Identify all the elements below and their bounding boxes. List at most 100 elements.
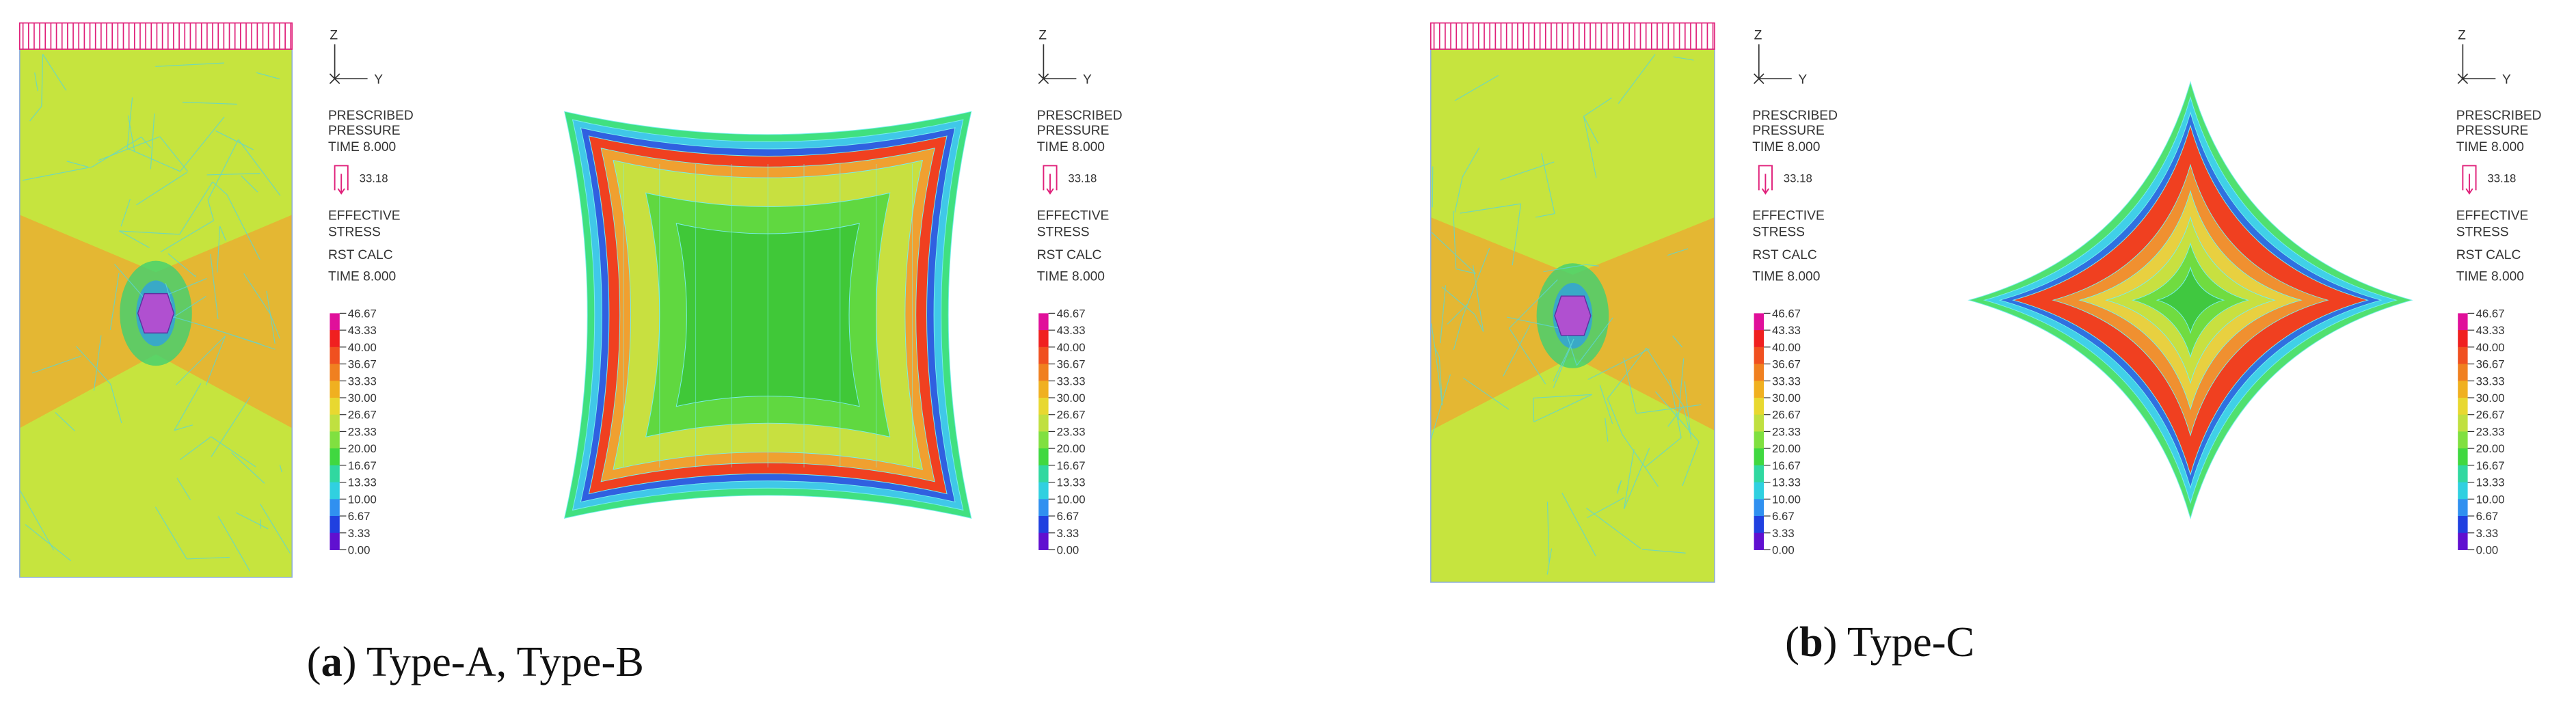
- mesh-edge: [1453, 316, 1464, 351]
- colorbar-label: 30.00: [348, 392, 377, 405]
- colorbar-label: 16.67: [1772, 459, 1801, 472]
- mesh-edge: [1503, 324, 1531, 377]
- mesh-edge: [218, 330, 276, 350]
- caption-a: (a) Type-A, Type-B: [307, 638, 644, 685]
- mesh-panel: [18, 22, 293, 578]
- mesh-edge: [1583, 115, 1599, 144]
- mesh-edge: [29, 106, 42, 122]
- mesh-edge: [109, 273, 120, 330]
- colorbar-label: 6.67: [1772, 510, 1795, 523]
- colorbar-segment: [1038, 532, 1049, 550]
- tunnel-mesh: [1554, 295, 1592, 336]
- mesh-edge: [1447, 303, 1468, 325]
- legend-text: EFFECTIVE: [328, 209, 401, 223]
- stress-layer: [2156, 266, 2225, 334]
- mesh-edge: [155, 506, 187, 560]
- colorbar-segment: [1038, 346, 1049, 365]
- mesh-edge: [1509, 279, 1558, 329]
- mesh-edge: [1605, 418, 1609, 442]
- colorbar-label: 20.00: [1772, 442, 1801, 455]
- legend-text: STRESS: [1037, 226, 1090, 240]
- type-b-plot: [563, 111, 972, 519]
- colorbar-label: 16.67: [1057, 459, 1086, 472]
- axis-label: Y: [1798, 72, 1807, 87]
- colorbar-segment: [330, 448, 340, 466]
- colorbar-label: 0.00: [1057, 543, 1079, 556]
- axis-label: Z: [1754, 29, 1762, 43]
- colorbar-label: 46.67: [1057, 307, 1086, 320]
- colorbar-segment: [1038, 330, 1049, 348]
- colorbar-segment: [1754, 532, 1764, 550]
- mesh-edge: [165, 283, 172, 303]
- mesh-edge: [238, 139, 281, 196]
- colorbar-segment: [2458, 414, 2468, 432]
- mesh-edge: [207, 200, 215, 221]
- colorbar-label: 33.33: [1772, 375, 1801, 387]
- mesh-edge: [1585, 264, 1599, 267]
- colorbar-segment: [1038, 313, 1049, 331]
- colorbar-segment: [330, 532, 340, 550]
- mesh-edge: [127, 115, 135, 152]
- colorbar-segment: [1754, 397, 1764, 416]
- mesh-edge: [1533, 394, 1592, 422]
- mesh-edge: [150, 113, 155, 169]
- mesh-edge: [236, 512, 269, 530]
- colorbar-segment: [1038, 516, 1049, 534]
- colorbar-segment: [2458, 381, 2468, 398]
- mesh-edge: [1460, 203, 1521, 214]
- colorbar-label: 6.67: [1057, 510, 1079, 523]
- colorbar-segment: [330, 346, 340, 365]
- colorbar-label: 10.00: [1057, 493, 1086, 506]
- colorbar-label: 30.00: [2476, 392, 2505, 405]
- mesh-edge: [172, 316, 200, 325]
- colorbar-segment: [2458, 364, 2468, 381]
- mesh-edge: [1441, 286, 1475, 315]
- colorbar-segment: [330, 381, 340, 398]
- mesh-edge: [1667, 405, 1684, 427]
- caption-label: a: [321, 638, 343, 685]
- colorbar-label: 23.33: [348, 425, 377, 438]
- colorbar-segment: [1754, 346, 1764, 365]
- colorbar-segment: [2458, 482, 2468, 500]
- legend-text: PRESSURE: [1752, 124, 1825, 138]
- mesh-edge: [42, 54, 67, 91]
- colorbar-segment: [1754, 448, 1764, 466]
- mesh-edge: [174, 424, 193, 431]
- colorbar-label: 36.67: [1772, 358, 1801, 371]
- mesh-edge: [205, 336, 226, 385]
- load-value: 33.18: [1068, 172, 1097, 185]
- mesh-edge: [119, 230, 180, 235]
- mesh-edge: [1431, 323, 1436, 348]
- mesh-edge: [93, 335, 102, 391]
- mesh-edge: [1453, 210, 1457, 269]
- mesh-edge: [1587, 497, 1625, 519]
- mesh-edge: [1682, 441, 1700, 487]
- caption-part: (: [1785, 618, 1799, 666]
- type-c-plot: [1968, 81, 2413, 520]
- mesh-edge: [1431, 232, 1476, 274]
- colorbar-label: 30.00: [1772, 392, 1801, 405]
- colorbar-segment: [1754, 465, 1764, 483]
- mesh-edge: [1623, 357, 1637, 414]
- mesh-edge: [1438, 357, 1443, 406]
- mesh-edge: [1673, 56, 1694, 61]
- mesh-edge: [1644, 437, 1682, 468]
- colorbar-segment: [330, 482, 340, 500]
- colorbar-segment: [1754, 482, 1764, 500]
- mesh-edge: [1473, 265, 1484, 332]
- mesh-edge: [182, 101, 237, 105]
- mesh-edge: [207, 139, 239, 200]
- caption-part: ) Type-A, Type-B: [343, 638, 644, 685]
- colorbar-segment: [330, 465, 340, 483]
- colorbar-segment: [2458, 448, 2468, 466]
- legend-text: PRESCRIBED: [1037, 109, 1123, 123]
- mesh-edge: [1546, 502, 1550, 563]
- mesh-edge: [1509, 327, 1546, 385]
- mesh-edge: [241, 175, 258, 193]
- colorbar-segment: [1754, 330, 1764, 348]
- axis-triad: [2457, 44, 2496, 84]
- axis-triad: [1754, 44, 1792, 84]
